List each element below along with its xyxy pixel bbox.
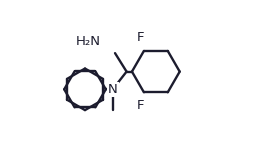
Text: F: F bbox=[136, 99, 144, 112]
Text: F: F bbox=[136, 31, 144, 44]
Text: N: N bbox=[108, 83, 117, 96]
Text: H₂N: H₂N bbox=[75, 35, 100, 48]
